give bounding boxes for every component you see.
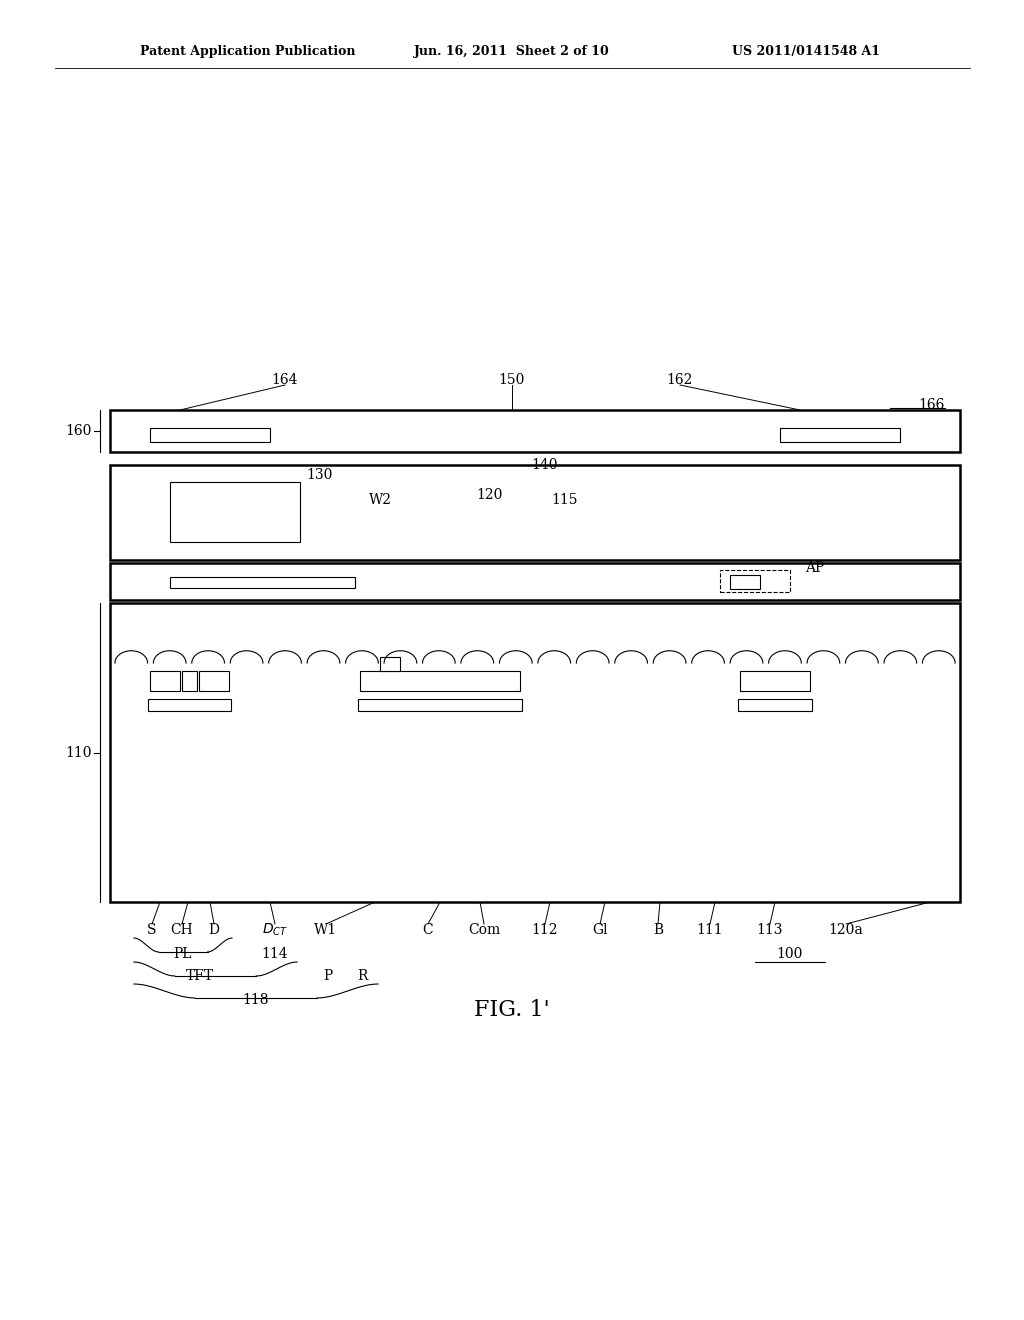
Text: Com: Com — [468, 923, 500, 937]
Bar — [360, 671, 520, 690]
Bar — [150, 428, 270, 442]
Bar — [110, 465, 961, 560]
Bar — [170, 482, 300, 543]
Text: S: S — [147, 923, 157, 937]
Text: B: B — [653, 923, 664, 937]
Text: 140: 140 — [531, 458, 558, 473]
Bar — [170, 577, 355, 587]
Text: $D_{CT}$: $D_{CT}$ — [262, 921, 288, 939]
Text: 110: 110 — [66, 746, 92, 760]
Text: 166: 166 — [919, 399, 945, 412]
Text: W1: W1 — [314, 923, 338, 937]
Text: US 2011/0141548 A1: US 2011/0141548 A1 — [732, 45, 880, 58]
Text: 130: 130 — [307, 469, 333, 482]
Text: 120a: 120a — [828, 923, 863, 937]
Bar — [730, 576, 760, 589]
Text: C: C — [423, 923, 433, 937]
Bar — [780, 428, 900, 442]
Text: 115: 115 — [552, 492, 579, 507]
Text: W2: W2 — [369, 492, 391, 507]
Text: Patent Application Publication: Patent Application Publication — [140, 45, 355, 58]
Text: 164: 164 — [271, 374, 298, 387]
Bar — [110, 411, 961, 451]
Bar — [199, 671, 229, 690]
Text: Jun. 16, 2011  Sheet 2 of 10: Jun. 16, 2011 Sheet 2 of 10 — [414, 45, 610, 58]
Bar — [358, 700, 522, 711]
Text: 112: 112 — [531, 923, 558, 937]
Bar — [380, 657, 400, 671]
Text: 114: 114 — [262, 946, 289, 961]
Text: P: P — [324, 969, 333, 983]
Text: TFT: TFT — [186, 969, 214, 983]
Bar — [738, 700, 812, 711]
Bar — [740, 671, 810, 690]
Text: PL: PL — [174, 946, 193, 961]
Text: 118: 118 — [243, 993, 269, 1007]
Text: 150: 150 — [499, 374, 525, 387]
Text: 113: 113 — [757, 923, 783, 937]
Text: Gl: Gl — [592, 923, 608, 937]
Bar — [182, 671, 197, 690]
Bar — [110, 564, 961, 601]
Text: AP: AP — [805, 561, 824, 576]
Text: D: D — [209, 923, 219, 937]
Bar — [110, 603, 961, 902]
Text: 162: 162 — [667, 374, 693, 387]
Text: FIG. 1': FIG. 1' — [474, 999, 550, 1020]
Text: 100: 100 — [777, 946, 803, 961]
Text: 111: 111 — [696, 923, 723, 937]
Text: R: R — [356, 969, 368, 983]
Text: 120: 120 — [477, 488, 503, 502]
Bar — [720, 570, 790, 591]
Bar — [150, 671, 180, 690]
Text: 160: 160 — [66, 424, 92, 438]
Bar — [148, 700, 231, 711]
Text: CH: CH — [171, 923, 194, 937]
